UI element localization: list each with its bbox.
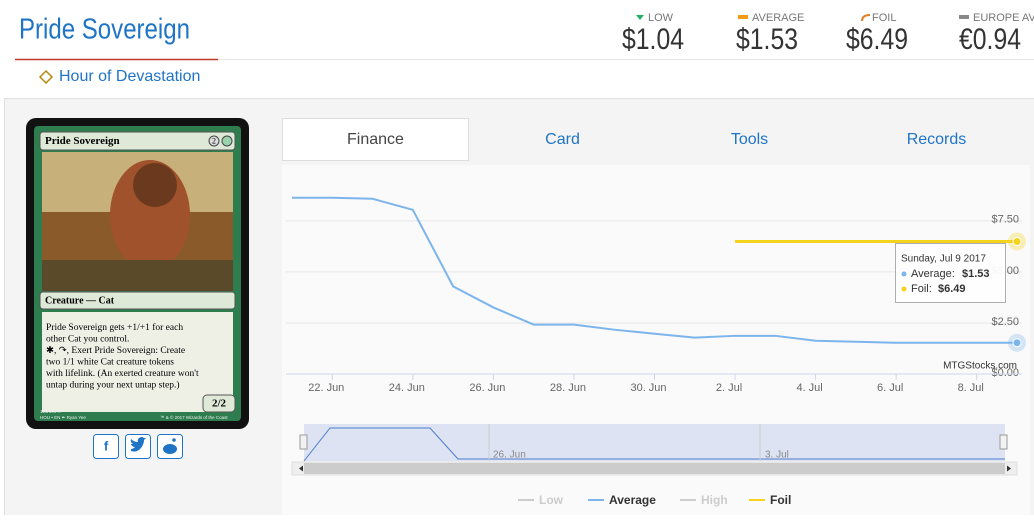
y-tick-label: $7.50 xyxy=(991,214,1019,226)
navigator-label: 3. Jul xyxy=(765,450,789,461)
card-collector: 126/199 R xyxy=(40,409,62,414)
tab[interactable]: Records xyxy=(907,131,967,148)
rules-text-line: with lifelink. (An exerted creature won'… xyxy=(46,368,199,379)
price-icon xyxy=(959,15,969,19)
price-value: €0.94 xyxy=(959,23,1021,56)
rules-text-line: Pride Sovereign gets +1/+1 for each xyxy=(46,322,183,333)
y-tick-label: $2.50 xyxy=(991,316,1019,328)
tooltip-dot xyxy=(902,287,907,292)
x-tick-label: 2. Jul xyxy=(716,382,742,394)
tab[interactable]: Card xyxy=(545,131,580,148)
card-name: Pride Sovereign xyxy=(45,135,120,147)
mana-green xyxy=(222,136,232,146)
price-value: $6.49 xyxy=(846,23,908,56)
hover-point xyxy=(1013,237,1021,245)
reddit-icon-dot xyxy=(172,438,176,442)
tooltip-value: $1.53 xyxy=(962,268,990,280)
navigator: 26. Jun 3. Jul xyxy=(292,424,1017,475)
rules-text-line: two 1/1 white Cat creature tokens xyxy=(46,358,174,368)
reddit-icon xyxy=(163,444,177,454)
price-value: $1.04 xyxy=(622,23,684,56)
card-artist: HOU • EN ✒ Ryan Yee xyxy=(40,415,86,420)
price-value: $1.53 xyxy=(736,23,798,56)
x-tick-label: 26. Jun xyxy=(469,382,505,394)
x-tick-label: 24. Jun xyxy=(389,382,425,394)
x-tick-label: 6. Jul xyxy=(877,382,903,394)
card-image: Pride Sovereign 2 Creature — Cat Pride S… xyxy=(26,118,249,429)
tooltip-label: Average: xyxy=(911,268,955,280)
power-toughness: 2/2 xyxy=(212,398,227,410)
tooltip: Sunday, Jul 9 2017 Average: $1.53 Foil: $6.4… xyxy=(896,244,1006,303)
navigator-bg xyxy=(304,424,1005,461)
hover-point xyxy=(1013,339,1021,347)
tab[interactable]: Finance xyxy=(347,131,404,148)
price-icon xyxy=(738,15,748,19)
x-tick-label: 22. Jun xyxy=(308,382,344,394)
page-title: Pride Sovereign xyxy=(19,14,190,46)
share-buttons: f xyxy=(94,435,183,459)
rules-text-line: ✱, ↷, Exert Pride Sovereign: Create xyxy=(46,345,185,356)
legend-entry[interactable]: Average xyxy=(609,493,656,507)
x-tick-label: 28. Jun xyxy=(550,382,586,394)
rules-text-line: other Cat you control. xyxy=(46,335,129,345)
facebook-icon: f xyxy=(104,438,109,453)
tooltip-value: $6.49 xyxy=(938,283,966,295)
legend-entry[interactable]: Foil xyxy=(770,493,791,507)
x-tick-label: 8. Jul xyxy=(958,382,984,394)
tooltip-label: Foil: xyxy=(911,283,932,295)
credits: MTGStocks.com xyxy=(943,361,1017,372)
card-copyright: ™ & © 2017 Wizards of the Coast xyxy=(160,414,228,420)
art-ground xyxy=(42,260,233,291)
rules-text-line: untap during your next untap step.) xyxy=(46,380,180,391)
tooltip-date: Sunday, Jul 9 2017 xyxy=(901,254,986,265)
scrollbar-thumb[interactable] xyxy=(304,463,1005,474)
legend-entry[interactable]: High xyxy=(701,493,728,507)
navigator-label: 26. Jun xyxy=(493,450,526,461)
type-line: Creature — Cat xyxy=(45,295,115,306)
tooltip-dot xyxy=(902,272,907,277)
set-link[interactable]: Hour of Devastation xyxy=(59,68,200,85)
mana-cost: 2 xyxy=(212,136,216,145)
x-tick-label: 4. Jul xyxy=(796,382,822,394)
x-tick-label: 30. Jun xyxy=(630,382,666,394)
art-mane xyxy=(133,163,177,207)
navigator-handle[interactable] xyxy=(1000,435,1007,449)
tab[interactable]: Tools xyxy=(731,131,768,148)
navigator-handle[interactable] xyxy=(300,435,307,449)
legend-entry[interactable]: Low xyxy=(539,493,564,507)
